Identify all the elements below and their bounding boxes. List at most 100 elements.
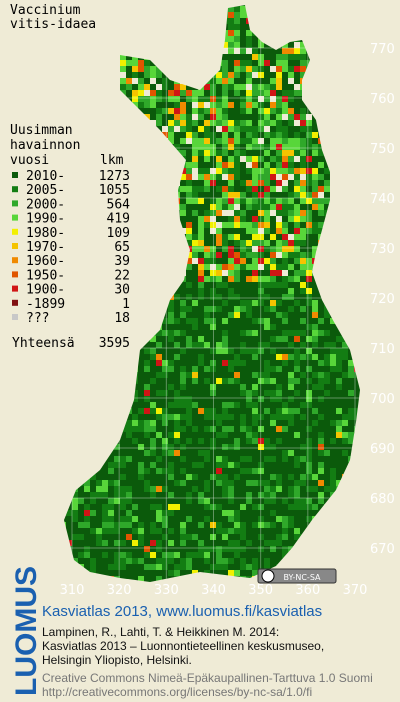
map-cell: [240, 372, 246, 378]
map-cell: [270, 402, 276, 408]
map-cell: [138, 366, 144, 372]
map-cell: [186, 522, 192, 528]
legend-heading: vuosi: [10, 153, 49, 168]
map-cell: [192, 306, 198, 312]
map-cell: [198, 396, 204, 402]
map-cell: [330, 378, 336, 384]
legend-label: 1960-: [26, 254, 65, 269]
map-cell: [204, 306, 210, 312]
y-tick-label: 770: [370, 42, 395, 57]
map-cell: [252, 102, 258, 108]
map-cell: [324, 168, 330, 174]
map-cell: [234, 396, 240, 402]
map-cell: [228, 30, 234, 36]
map-cell: [198, 204, 204, 210]
map-cell: [252, 570, 258, 576]
map-cell: [288, 288, 294, 294]
map-cell: [300, 150, 306, 156]
map-cell: [216, 438, 222, 444]
map-cell: [252, 492, 258, 498]
map-cell: [228, 276, 234, 282]
map-cell: [216, 210, 222, 216]
map-cell: [90, 474, 96, 480]
map-cell: [150, 486, 156, 492]
map-cell: [306, 510, 312, 516]
map-cell: [240, 564, 246, 570]
map-cell: [246, 132, 252, 138]
map-cell: [306, 234, 312, 240]
map-cell: [240, 390, 246, 396]
map-cell: [228, 492, 234, 498]
map-cell: [288, 240, 294, 246]
map-cell: [66, 528, 72, 534]
map-cell: [258, 240, 264, 246]
map-cell: [198, 210, 204, 216]
map-cell: [180, 150, 186, 156]
map-cell: [264, 186, 270, 192]
map-cell: [222, 120, 228, 126]
map-cell: [252, 420, 258, 426]
map-cell: [288, 228, 294, 234]
map-cell: [120, 510, 126, 516]
map-cell: [228, 558, 234, 564]
map-cell: [198, 414, 204, 420]
map-cell: [138, 108, 144, 114]
map-cell: [258, 492, 264, 498]
map-cell: [234, 60, 240, 66]
map-cell: [258, 132, 264, 138]
map-cell: [210, 528, 216, 534]
map-cell: [192, 264, 198, 270]
map-cell: [258, 180, 264, 186]
map-cell: [150, 66, 156, 72]
map-cell: [234, 264, 240, 270]
map-cell: [258, 414, 264, 420]
map-cell: [234, 468, 240, 474]
map-cell: [276, 342, 282, 348]
map-cell: [228, 150, 234, 156]
map-cell: [192, 546, 198, 552]
map-cell: [300, 162, 306, 168]
map-cell: [198, 144, 204, 150]
map-cell: [156, 570, 162, 576]
map-cell: [252, 366, 258, 372]
map-cell: [282, 414, 288, 420]
map-cell: [234, 294, 240, 300]
map-cell: [294, 54, 300, 60]
map-cell: [216, 132, 222, 138]
map-cell: [228, 516, 234, 522]
map-cell: [180, 456, 186, 462]
map-cell: [186, 198, 192, 204]
legend-swatch: [12, 228, 18, 235]
map-cell: [156, 402, 162, 408]
map-cell: [294, 234, 300, 240]
map-cell: [270, 108, 276, 114]
map-cell: [330, 414, 336, 420]
map-cell: [318, 492, 324, 498]
map-cell: [120, 492, 126, 498]
map-cell: [180, 348, 186, 354]
map-cell: [288, 342, 294, 348]
map-cell: [204, 354, 210, 360]
map-cell: [258, 348, 264, 354]
map-cell: [132, 396, 138, 402]
map-cell: [258, 84, 264, 90]
logo: LUOMUS: [10, 566, 43, 696]
map-cell: [276, 498, 282, 504]
map-cell: [240, 480, 246, 486]
map-cell: [126, 420, 132, 426]
map-cell: [234, 564, 240, 570]
map-cell: [318, 336, 324, 342]
map-cell: [252, 132, 258, 138]
map-cell: [324, 420, 330, 426]
map-cell: [270, 246, 276, 252]
map-cell: [72, 492, 78, 498]
map-cell: [246, 414, 252, 420]
map-cell: [276, 420, 282, 426]
map-cell: [306, 228, 312, 234]
map-cell: [210, 198, 216, 204]
map-cell: [192, 414, 198, 420]
map-cell: [288, 90, 294, 96]
map-cell: [288, 330, 294, 336]
map-cell: [180, 336, 186, 342]
map-cell: [300, 246, 306, 252]
